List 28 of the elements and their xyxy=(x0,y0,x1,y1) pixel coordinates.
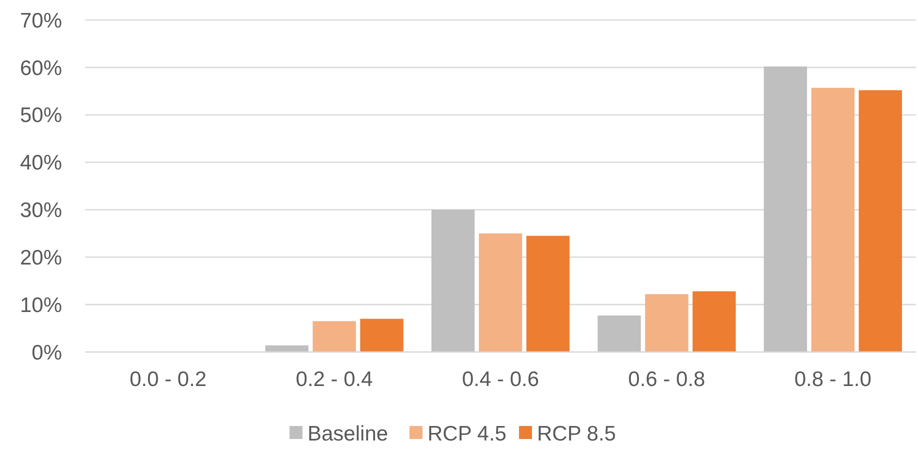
bar xyxy=(764,66,808,352)
bar xyxy=(360,318,404,352)
legend-label: Baseline xyxy=(308,422,388,446)
bar xyxy=(526,236,570,352)
y-tick-label: 0% xyxy=(32,341,62,364)
x-tick-label: 0.0 - 0.2 xyxy=(130,368,207,391)
x-tick-label: 0.4 - 0.6 xyxy=(462,368,540,391)
y-tick-label: 30% xyxy=(20,199,62,222)
bar xyxy=(478,233,522,352)
bar xyxy=(312,321,356,352)
bar xyxy=(265,345,308,352)
x-tick-label: 0.8 - 1.0 xyxy=(794,368,872,391)
bar xyxy=(431,210,475,352)
y-tick-label: 60% xyxy=(20,56,62,80)
y-tick-label: 40% xyxy=(20,152,62,175)
y-tick-label: 10% xyxy=(20,294,62,317)
y-tick-label: 50% xyxy=(20,104,62,128)
y-tick-label: 70% xyxy=(20,9,62,32)
x-tick-label: 0.2 - 0.4 xyxy=(296,368,374,391)
bar xyxy=(645,294,688,352)
bar xyxy=(858,90,902,352)
legend-label: RCP 8.5 xyxy=(537,422,616,446)
x-tick-label: 0.6 - 0.8 xyxy=(628,368,706,391)
bar xyxy=(692,291,736,352)
legend-label: RCP 4.5 xyxy=(428,422,506,446)
y-tick-label: 20% xyxy=(20,246,62,270)
bar xyxy=(598,315,641,352)
bar xyxy=(811,88,855,352)
